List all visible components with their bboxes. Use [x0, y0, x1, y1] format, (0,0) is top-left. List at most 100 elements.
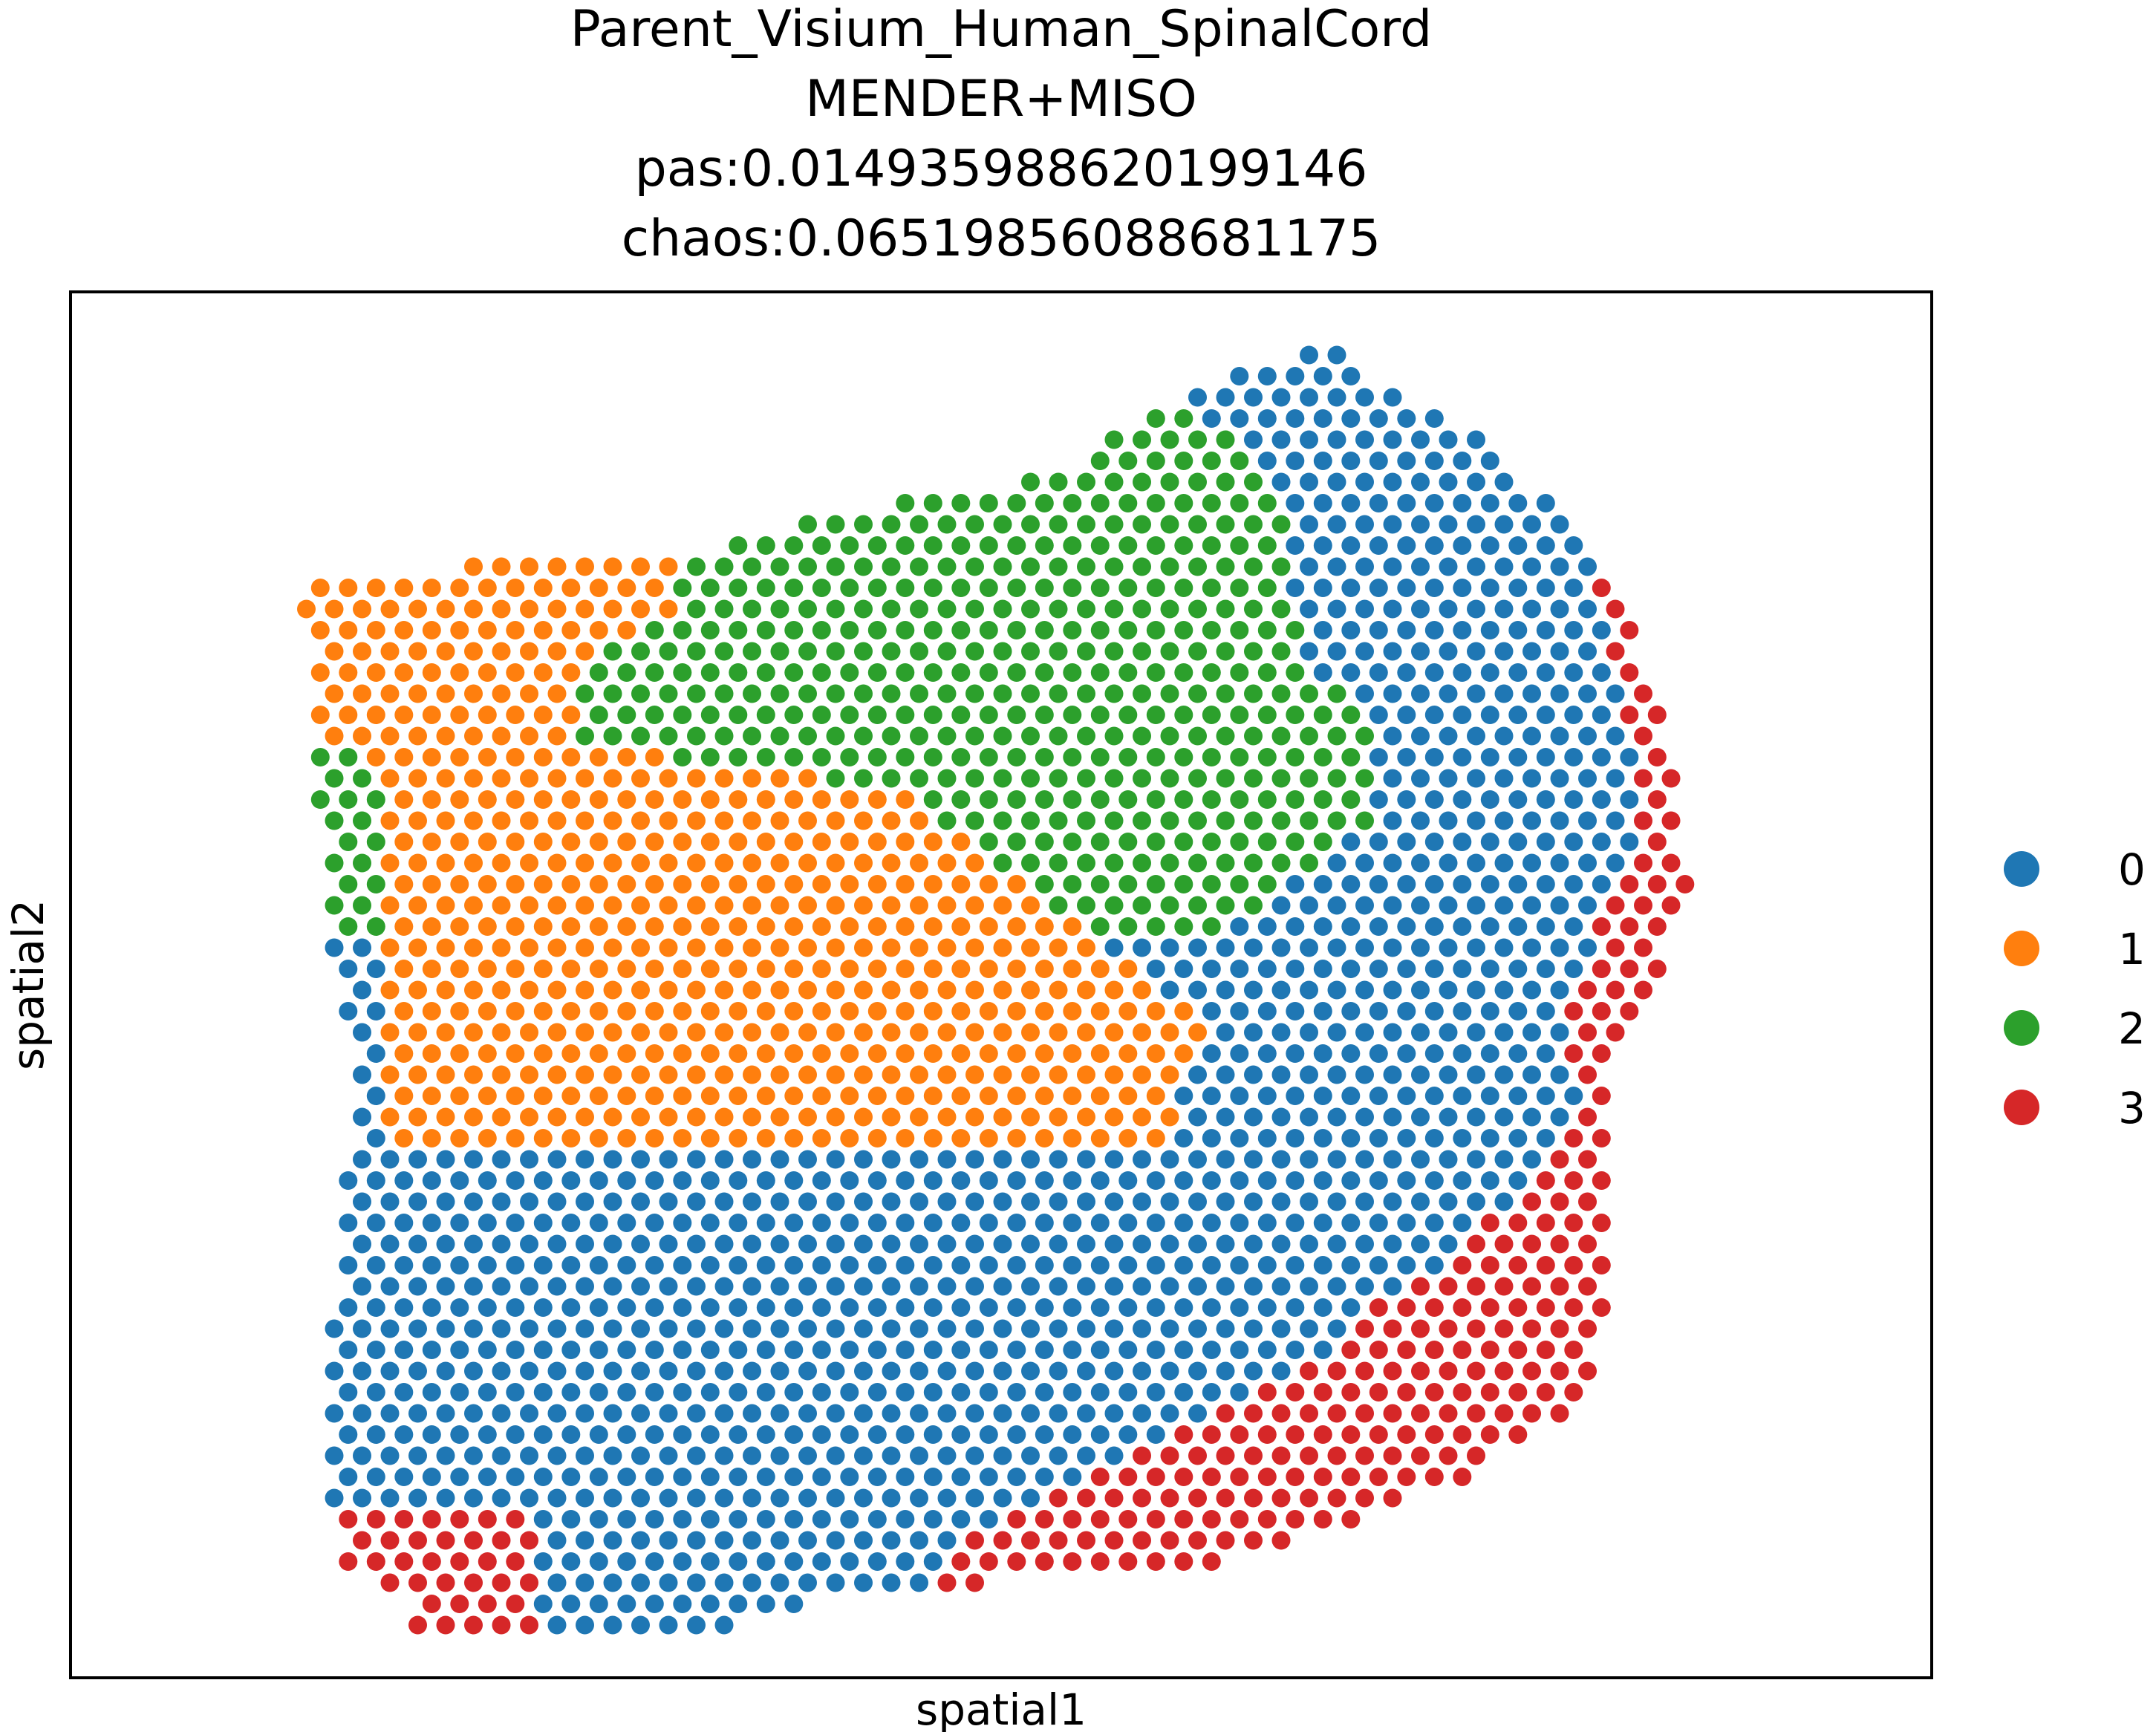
scatter-point-cluster-1 — [979, 1002, 998, 1020]
scatter-point-cluster-0 — [1453, 960, 1472, 978]
scatter-point-cluster-1 — [450, 579, 469, 597]
scatter-point-cluster-3 — [1606, 642, 1625, 661]
scatter-point-cluster-3 — [1313, 1383, 1332, 1401]
scatter-point-cluster-0 — [687, 1573, 706, 1592]
scatter-point-cluster-0 — [1313, 1214, 1332, 1232]
scatter-point-cluster-3 — [1369, 1298, 1388, 1317]
scatter-point-cluster-2 — [965, 684, 984, 703]
scatter-point-cluster-0 — [1494, 1023, 1514, 1042]
scatter-point-cluster-1 — [380, 896, 400, 915]
scatter-point-cluster-3 — [1133, 1531, 1151, 1550]
scatter-point-cluster-0 — [436, 1234, 455, 1254]
scatter-point-cluster-0 — [951, 1171, 971, 1190]
scatter-point-cluster-1 — [478, 663, 497, 682]
scatter-point-cluster-0 — [743, 1319, 761, 1338]
scatter-point-cluster-0 — [1244, 980, 1263, 1000]
scatter-point-cluster-0 — [1606, 853, 1625, 873]
scatter-point-cluster-1 — [882, 853, 901, 873]
scatter-point-cluster-0 — [951, 1468, 971, 1486]
scatter-point-cluster-0 — [380, 1446, 400, 1465]
scatter-point-cluster-2 — [1188, 896, 1207, 915]
scatter-point-cluster-0 — [1578, 853, 1597, 873]
scatter-point-cluster-0 — [687, 1192, 706, 1211]
scatter-point-cluster-0 — [1355, 1150, 1374, 1169]
scatter-point-cluster-1 — [700, 1087, 720, 1105]
scatter-point-cluster-0 — [394, 1171, 414, 1190]
scatter-point-cluster-0 — [1383, 557, 1402, 576]
scatter-point-cluster-3 — [1383, 1446, 1402, 1465]
scatter-point-cluster-1 — [937, 938, 957, 957]
scatter-point-cluster-0 — [478, 1256, 497, 1274]
scatter-point-cluster-1 — [436, 938, 455, 957]
scatter-point-cluster-2 — [1327, 726, 1346, 746]
scatter-point-cluster-2 — [1118, 494, 1138, 512]
scatter-point-cluster-0 — [339, 1256, 358, 1274]
scatter-point-cluster-0 — [1550, 684, 1569, 703]
scatter-point-cluster-0 — [1300, 515, 1318, 534]
scatter-point-cluster-0 — [1453, 579, 1472, 597]
scatter-point-cluster-2 — [1230, 452, 1249, 470]
scatter-point-cluster-0 — [1244, 1065, 1263, 1084]
scatter-point-cluster-0 — [1522, 515, 1541, 534]
scatter-point-cluster-3 — [1271, 1404, 1291, 1423]
scatter-point-cluster-1 — [1160, 1065, 1179, 1084]
scatter-point-cluster-0 — [743, 1488, 761, 1508]
scatter-point-cluster-0 — [1578, 769, 1597, 788]
scatter-point-cluster-0 — [520, 1277, 538, 1296]
scatter-point-cluster-2 — [798, 726, 817, 746]
scatter-point-cluster-1 — [478, 1002, 497, 1020]
scatter-point-cluster-2 — [1188, 599, 1207, 619]
scatter-point-cluster-2 — [840, 706, 859, 724]
scatter-point-cluster-1 — [547, 1023, 567, 1042]
scatter-point-cluster-2 — [798, 515, 817, 534]
scatter-point-cluster-1 — [464, 599, 483, 619]
scatter-point-cluster-1 — [910, 811, 928, 830]
scatter-point-cluster-0 — [1257, 1044, 1277, 1063]
scatter-point-cluster-2 — [1035, 536, 1054, 555]
scatter-point-cluster-0 — [1216, 1319, 1235, 1338]
scatter-point-cluster-3 — [1647, 790, 1667, 809]
scatter-point-cluster-0 — [756, 1595, 775, 1613]
scatter-point-cluster-2 — [1271, 515, 1291, 534]
scatter-point-cluster-1 — [603, 1023, 622, 1042]
scatter-point-cluster-1 — [478, 1129, 497, 1147]
scatter-point-cluster-1 — [645, 1129, 664, 1147]
scatter-point-cluster-1 — [603, 1107, 622, 1127]
scatter-point-cluster-0 — [1160, 1319, 1179, 1338]
scatter-point-cluster-1 — [506, 1002, 525, 1020]
scatter-point-cluster-0 — [1536, 1129, 1555, 1147]
scatter-point-cluster-0 — [1313, 960, 1332, 978]
scatter-point-cluster-3 — [1397, 1298, 1416, 1317]
scatter-point-cluster-0 — [1397, 536, 1416, 555]
scatter-point-cluster-0 — [1133, 1277, 1151, 1296]
scatter-point-cluster-1 — [729, 917, 748, 936]
scatter-point-cluster-1 — [687, 853, 706, 873]
scatter-point-cluster-1 — [923, 960, 942, 978]
scatter-point-cluster-0 — [1133, 938, 1151, 957]
scatter-point-cluster-1 — [840, 917, 859, 936]
scatter-point-cluster-0 — [937, 1150, 957, 1169]
scatter-point-cluster-0 — [1188, 1065, 1207, 1084]
scatter-point-cluster-2 — [1300, 726, 1318, 746]
scatter-point-cluster-1 — [854, 1023, 873, 1042]
scatter-point-cluster-1 — [408, 1065, 427, 1084]
scatter-point-cluster-1 — [353, 684, 371, 703]
scatter-point-cluster-1 — [408, 769, 427, 788]
scatter-point-cluster-0 — [1439, 811, 1458, 830]
scatter-point-cluster-2 — [659, 726, 678, 746]
scatter-point-cluster-2 — [979, 748, 998, 766]
scatter-point-cluster-3 — [1606, 896, 1625, 915]
scatter-point-cluster-1 — [854, 1065, 873, 1084]
scatter-point-cluster-0 — [1578, 599, 1597, 619]
scatter-point-cluster-1 — [687, 938, 706, 957]
scatter-point-cluster-0 — [965, 1446, 984, 1465]
scatter-point-cluster-0 — [394, 1341, 414, 1359]
scatter-point-cluster-0 — [1522, 557, 1541, 576]
scatter-point-cluster-2 — [965, 769, 984, 788]
scatter-point-cluster-2 — [714, 684, 734, 703]
scatter-point-cluster-0 — [1383, 1107, 1402, 1127]
scatter-point-cluster-1 — [533, 917, 553, 936]
scatter-point-cluster-1 — [882, 1065, 901, 1084]
scatter-point-cluster-0 — [631, 1234, 650, 1254]
scatter-point-cluster-1 — [506, 790, 525, 809]
